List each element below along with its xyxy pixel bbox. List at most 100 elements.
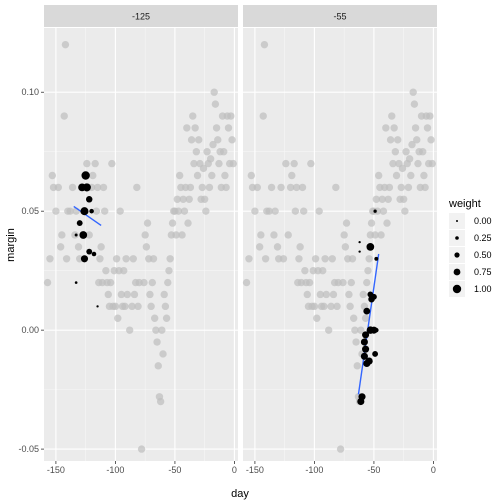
x-tick-label: -50 (367, 465, 380, 475)
background-point (409, 88, 417, 96)
weighted-point (365, 357, 373, 365)
background-point (399, 195, 408, 203)
background-point (56, 243, 65, 251)
background-point (185, 195, 193, 203)
weighted-points-layer (74, 171, 379, 406)
background-point (58, 231, 66, 239)
legend-key-point (454, 252, 460, 258)
background-point (410, 100, 419, 108)
x-tick-label: 0 (431, 465, 436, 475)
background-point (46, 255, 54, 263)
x-tick-label: -100 (305, 465, 323, 475)
background-point (160, 290, 168, 299)
background-point (377, 231, 385, 239)
weighted-point (85, 196, 93, 203)
background-point (215, 159, 223, 168)
background-point (66, 207, 74, 215)
background-point (153, 338, 161, 346)
weighted-point (76, 220, 83, 227)
legend-label: 0.50 (474, 250, 492, 260)
background-point (68, 183, 77, 192)
background-point (384, 195, 392, 203)
background-point (202, 207, 210, 215)
background-point (407, 171, 415, 180)
background-point (402, 148, 410, 156)
background-point (265, 207, 273, 215)
background-point (99, 183, 108, 192)
background-point (164, 278, 172, 287)
background-points-layer (43, 40, 436, 453)
background-point (189, 112, 197, 120)
background-point (364, 266, 372, 275)
weighted-point (74, 281, 78, 284)
background-point (290, 159, 298, 168)
weighted-point (81, 171, 90, 180)
background-point (340, 231, 348, 239)
background-point (327, 302, 335, 311)
background-point (43, 278, 52, 287)
background-point (190, 159, 198, 168)
weighted-point (80, 207, 89, 216)
background-point (390, 124, 398, 132)
legend-key-point (455, 236, 459, 240)
background-point (134, 302, 142, 311)
background-point (60, 112, 68, 120)
background-point (411, 124, 420, 132)
background-point (389, 159, 397, 168)
axes-layer: -150 -100 -50 0 -150 -100 -50 0 -0.05 0.00 0.05 0.1… (18, 87, 435, 475)
background-point (229, 159, 237, 168)
background-point (392, 171, 401, 180)
weighted-point (374, 256, 379, 261)
background-point (142, 243, 151, 251)
background-point (348, 255, 357, 263)
background-point (320, 302, 328, 311)
background-point (178, 231, 186, 239)
background-point (295, 255, 303, 263)
background-point (48, 171, 57, 180)
weighted-point (372, 351, 379, 357)
background-point (378, 195, 386, 203)
background-point (255, 243, 264, 251)
background-point (175, 171, 184, 180)
background-point (336, 445, 345, 453)
background-point (227, 112, 235, 120)
background-point (351, 326, 359, 334)
background-point (116, 207, 124, 215)
background-point (61, 40, 70, 49)
background-point (305, 278, 314, 287)
background-point (271, 207, 279, 215)
background-point (106, 278, 115, 287)
background-point (291, 207, 300, 215)
weighted-point (86, 248, 93, 255)
background-point (251, 207, 259, 215)
background-point (96, 255, 104, 263)
background-point (329, 290, 338, 299)
background-point (125, 326, 134, 334)
background-point (148, 278, 157, 287)
background-point (423, 124, 432, 132)
background-point (319, 266, 327, 275)
background-point (187, 136, 196, 144)
background-point (121, 302, 129, 311)
background-point (315, 207, 323, 215)
legend-label: 0.25 (474, 233, 492, 243)
facet-strip-right (243, 5, 437, 27)
weighted-point (374, 327, 379, 333)
background-point (391, 148, 400, 156)
weighted-point (362, 345, 370, 353)
y-tick-label: 0.10 (21, 87, 39, 97)
weighted-point (373, 209, 377, 213)
background-point (270, 231, 278, 239)
background-point (209, 140, 217, 149)
background-point (137, 445, 146, 453)
x-tick-label: -150 (246, 465, 264, 475)
background-point (363, 278, 371, 287)
background-point (100, 207, 109, 215)
background-point (183, 124, 191, 132)
background-point (328, 255, 336, 263)
legend-key-point (453, 268, 461, 276)
background-point (108, 159, 116, 168)
background-point (427, 136, 435, 144)
background-point (174, 207, 183, 215)
